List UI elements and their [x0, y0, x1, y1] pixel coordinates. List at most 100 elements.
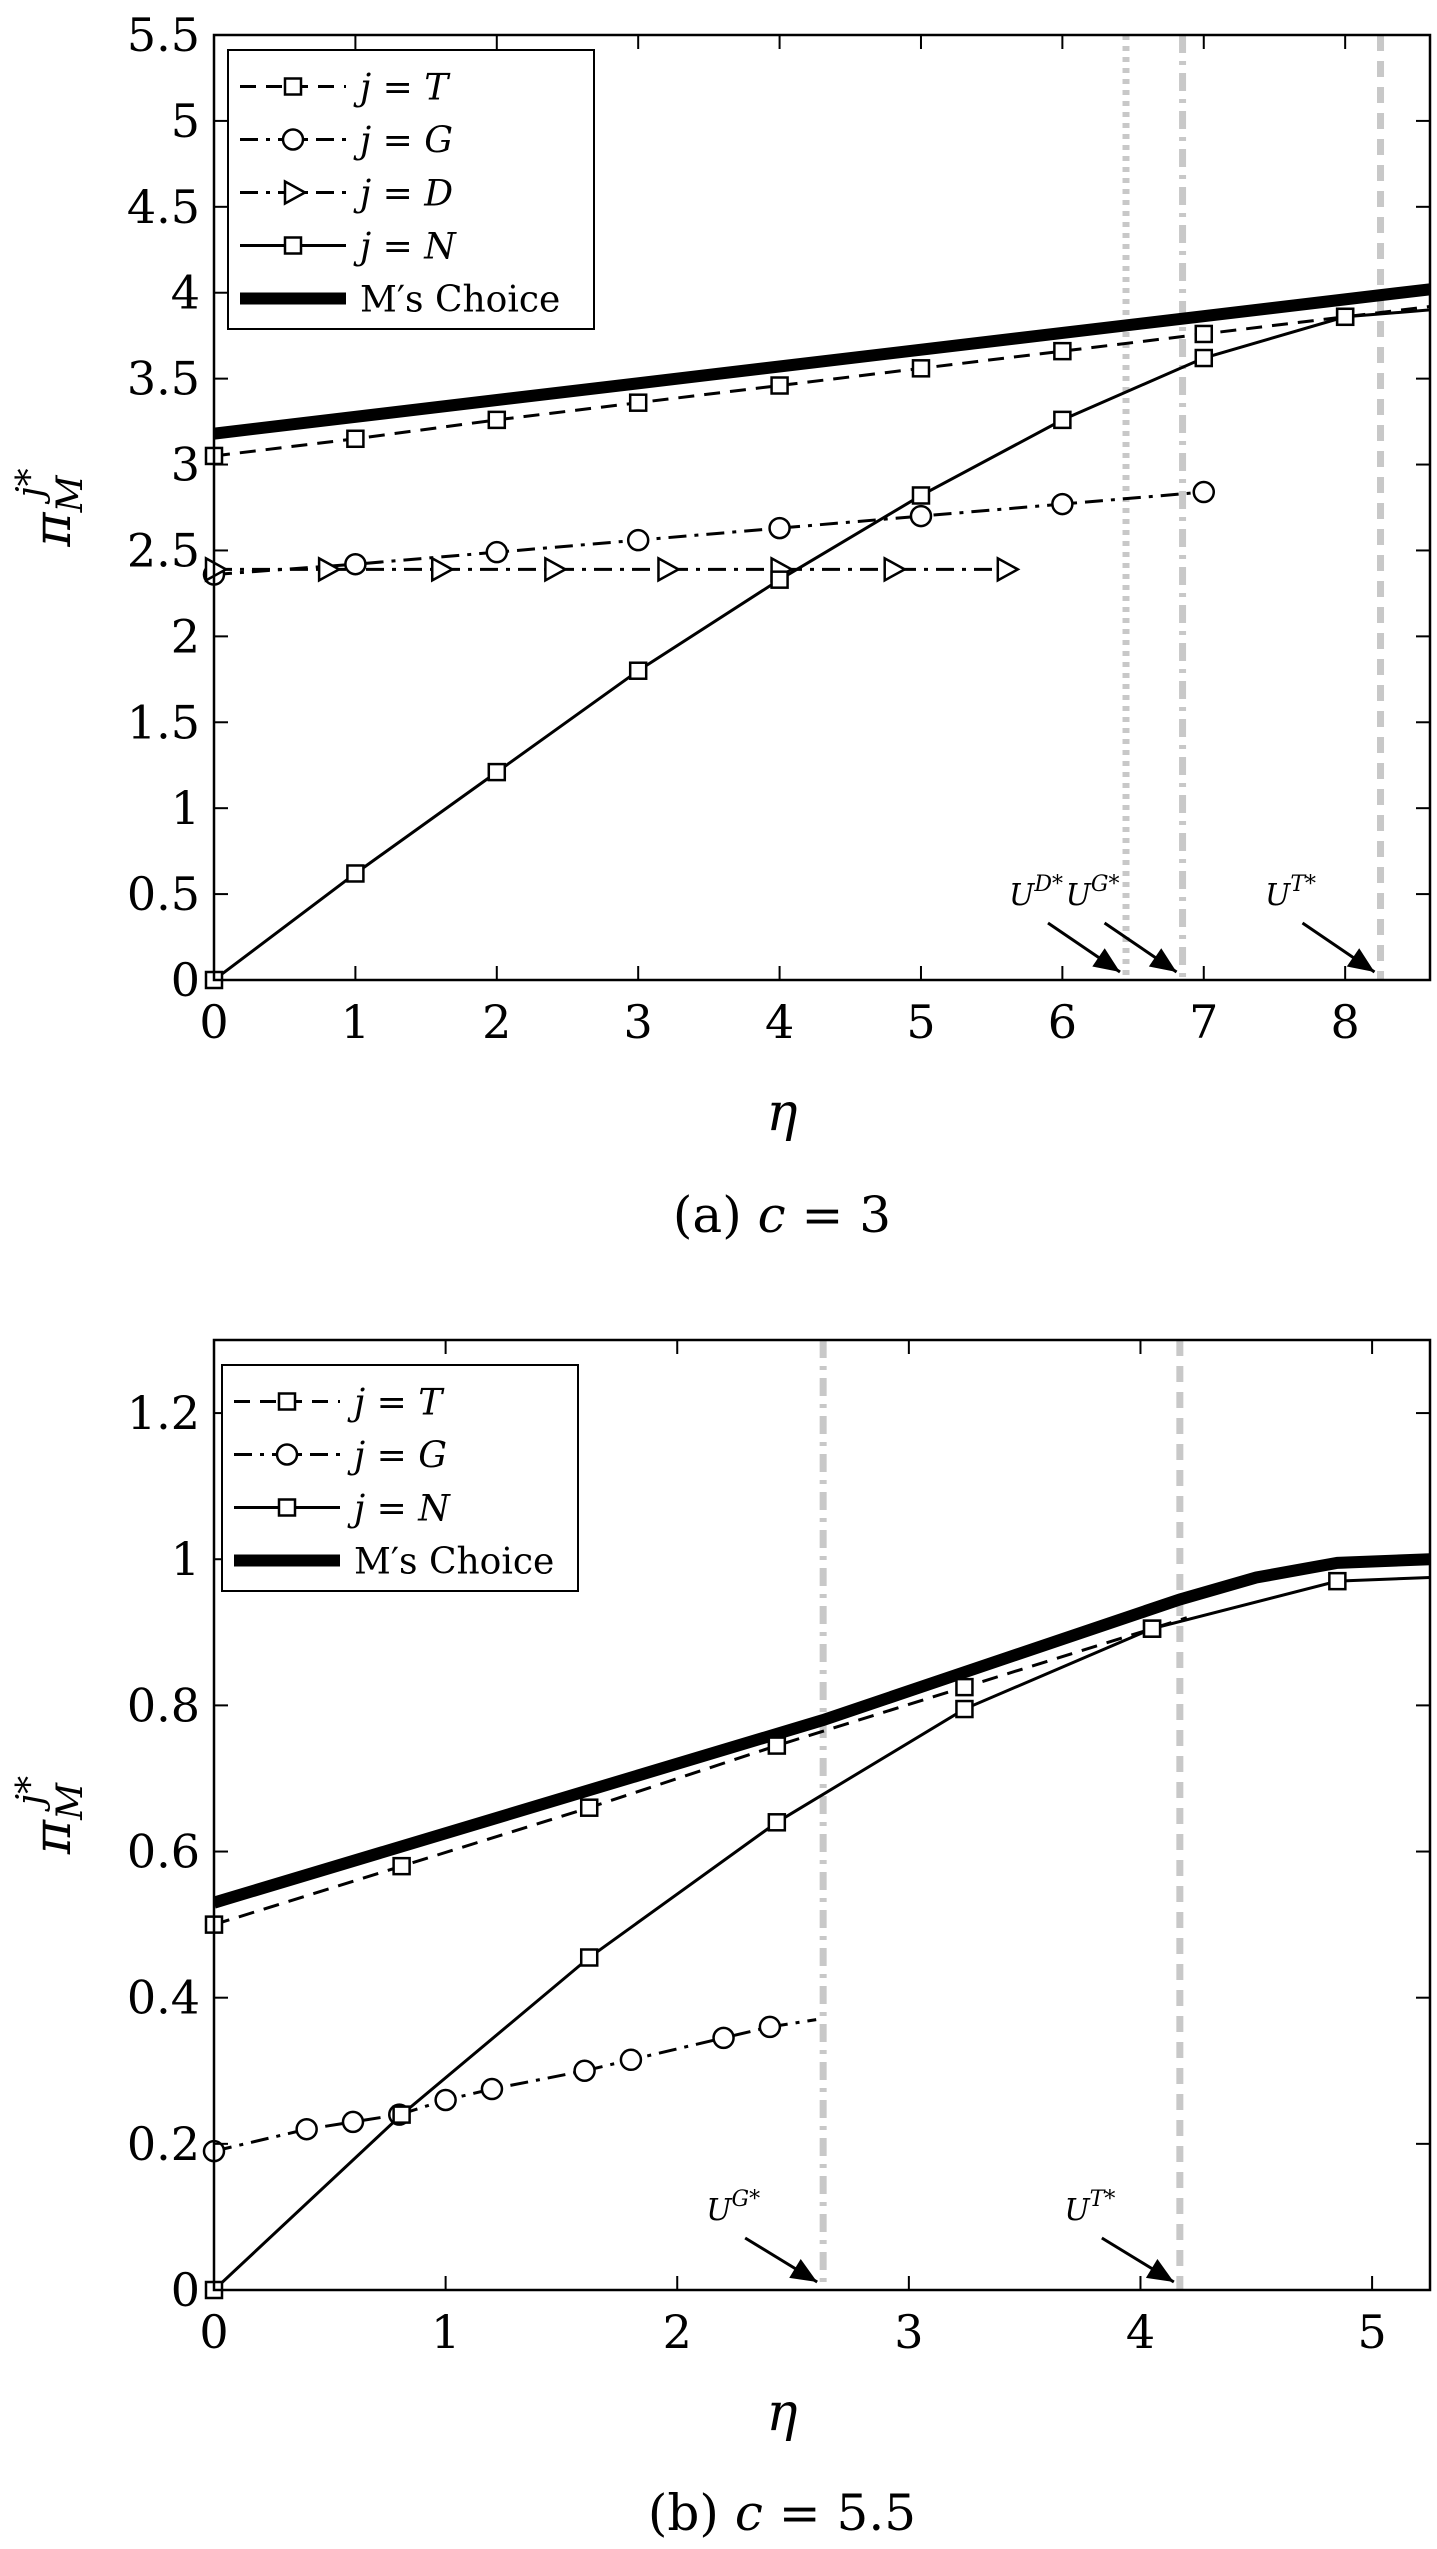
series-1-point-8	[712, 2026, 735, 2050]
series-2-point-7	[996, 556, 1021, 583]
chart-panel-b: UG* UT* 0 1 2 3 4 5 0 0.2 0.4 0.6 0.8 1 1.2 η πMj* (b) c …	[10, 1338, 1432, 2542]
series-0-point-3	[628, 393, 648, 412]
series-0-point-7	[1194, 324, 1214, 344]
y-tick-label-3: 0.6	[127, 1825, 200, 1879]
legend: j = T j = G j = N M′s Choice	[221, 1364, 579, 1592]
x-tick-label-6: 6	[1048, 995, 1077, 1049]
series-3-point-3	[628, 661, 648, 680]
series-2-point-6	[883, 556, 908, 583]
series-1-point-4	[434, 2088, 457, 2112]
y-tick-label-0: 0	[171, 953, 200, 1007]
series-0-point-1	[346, 429, 365, 449]
series-3-point-1	[346, 864, 365, 883]
plot-frame	[212, 33, 1432, 982]
series-2-point-4	[955, 1699, 974, 1719]
legend-marker-0	[283, 77, 303, 96]
y-tick-label-2: 1	[171, 781, 200, 835]
series-1-point-7	[619, 2048, 643, 2072]
legend-label-3: M′s Choice	[354, 1542, 554, 1583]
x-tick-label-2: 2	[663, 2305, 692, 2359]
series-1-point-6	[573, 2059, 596, 2083]
legend-label-4: M′s Choice	[360, 280, 560, 321]
x-tick-label-2: 2	[482, 995, 511, 1049]
x-tick-label-0: 0	[199, 2305, 228, 2359]
series-1-point-2	[485, 540, 509, 564]
series-3-point-5	[911, 486, 931, 505]
x-axis-label: η	[766, 2383, 797, 2443]
series-1-point-7	[1192, 480, 1216, 504]
legend-marker-1	[281, 128, 305, 151]
series-line-1	[214, 490, 1204, 577]
plot-frame	[212, 1338, 1432, 2292]
y-tick-label-11: 5.5	[127, 8, 200, 62]
series-3-point-7	[1194, 348, 1214, 368]
y-tick-label-1: 0.2	[127, 2117, 200, 2171]
x-tick-label-8: 8	[1331, 995, 1360, 1049]
vline-label-1: UG*	[1066, 872, 1120, 913]
legend-marker-0	[277, 1392, 297, 1411]
series-line-4	[214, 283, 1430, 440]
series-0-point-4	[770, 376, 789, 395]
series-0-point-3	[767, 1736, 787, 1755]
series-2-point-4	[657, 556, 682, 583]
series-2-point-0	[204, 556, 229, 583]
y-tick-label-3: 1.5	[127, 695, 200, 749]
vline-label-1: UT*	[1064, 2187, 1115, 2228]
series-2-point-2	[579, 1948, 599, 1967]
legend-label-0: j = T	[353, 68, 451, 109]
vline-arrowhead-0	[1092, 948, 1120, 972]
series-1-point-1	[295, 2117, 318, 2141]
y-tick-label-4: 0.8	[127, 1678, 200, 1732]
x-tick-label-1: 1	[341, 995, 370, 1049]
legend-marker-1	[275, 1443, 299, 1466]
series-2-point-5	[1142, 1619, 1162, 1638]
vline-arrowhead-2	[1346, 948, 1375, 972]
y-axis-label: πMj*	[10, 1776, 91, 1855]
series-0-point-2	[579, 1798, 599, 1817]
series-1-point-5	[909, 504, 933, 528]
legend-marker-3	[283, 236, 303, 255]
series-1-point-4	[768, 516, 791, 540]
x-tick-label-1: 1	[431, 2305, 460, 2359]
series-0-point-1	[392, 1856, 411, 1876]
x-tick-label-3: 3	[624, 995, 653, 1049]
panel-caption: (a) c = 3	[673, 1186, 891, 1244]
series-1-point-1	[344, 552, 367, 576]
y-tick-label-4: 2	[171, 609, 200, 663]
vline-arrowhead-1	[1148, 948, 1177, 972]
legend-label-1: j = G	[347, 1436, 447, 1477]
y-tick-label-2: 0.4	[127, 1971, 200, 2025]
series-3-point-4	[770, 570, 789, 589]
series-line-3	[214, 308, 1430, 980]
series-2-point-3	[544, 556, 568, 583]
legend-label-0: j = T	[347, 1383, 445, 1424]
vline-label-0: UG*	[706, 2187, 760, 2228]
y-tick-label-8: 4	[171, 266, 200, 320]
series-0-point-4	[955, 1677, 974, 1697]
x-tick-label-5: 5	[906, 995, 935, 1049]
series-line-0	[214, 304, 1430, 458]
legend-label-1: j = G	[353, 121, 453, 162]
series-3-point-2	[487, 762, 507, 782]
series-1-point-6	[1051, 492, 1074, 516]
series-3-point-8	[1335, 307, 1355, 327]
chart-panel-a: UD* UG* UT* 0 1 2 3 4 5 6 7 8 0 0.5 1 1.5 2 2.5 3 3.5 4 4.5 5 5…	[10, 8, 1432, 1244]
series-1-point-2	[341, 2110, 365, 2134]
legend-marker-2	[283, 179, 308, 206]
legend-label-2: j = N	[347, 1489, 451, 1530]
series-2-point-3	[767, 1813, 787, 1832]
panel-caption: (b) c = 5.5	[648, 2484, 916, 2542]
vline-arrowhead-1	[1145, 2259, 1174, 2282]
legend: j = T j = G j = D j = N M′s Choice	[227, 49, 595, 330]
y-tick-label-9: 4.5	[127, 180, 200, 234]
series-1-point-5	[480, 2077, 504, 2101]
series-2-point-6	[1328, 1571, 1347, 1591]
y-tick-label-5: 2.5	[127, 523, 200, 577]
x-tick-label-0: 0	[199, 995, 228, 1049]
series-line-1	[214, 2018, 817, 2153]
legend-label-3: j = N	[353, 227, 457, 268]
series-0-point-6	[1053, 341, 1072, 361]
series-3-point-6	[1053, 410, 1072, 430]
x-axis-label: η	[766, 1083, 797, 1143]
